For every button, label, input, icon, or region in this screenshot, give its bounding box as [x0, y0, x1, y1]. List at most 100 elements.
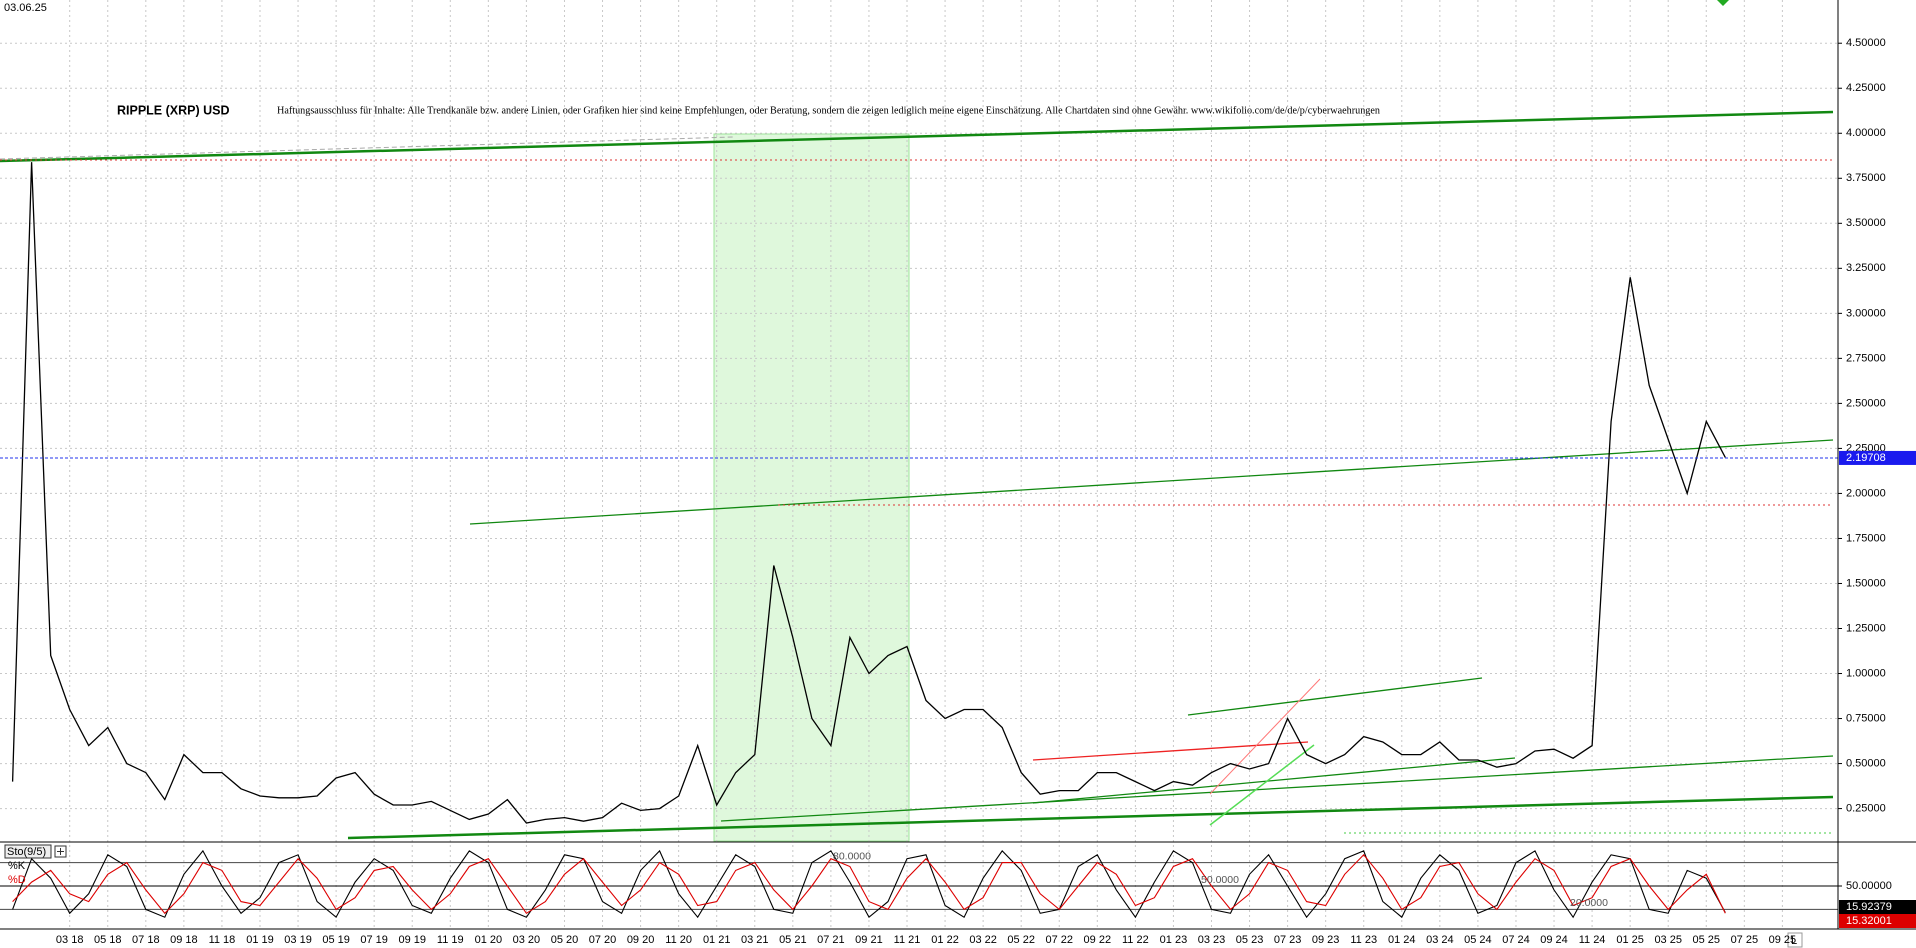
- x-tick-label: 09 24: [1540, 934, 1568, 946]
- legend-entry: %K: [8, 860, 26, 872]
- x-tick-label: 03 18: [56, 934, 84, 946]
- x-tick-label: 01 21: [703, 934, 731, 946]
- last-value-label: 15.92379: [1846, 901, 1892, 913]
- x-tick-label: 03 24: [1426, 934, 1454, 946]
- y-tick-label: 2.50000: [1846, 397, 1886, 409]
- y-tick-label: 1.50000: [1846, 577, 1886, 589]
- y-tick-label: 3.00000: [1846, 307, 1886, 319]
- x-tick-label: 05 24: [1464, 934, 1492, 946]
- x-tick-label: 09 23: [1312, 934, 1340, 946]
- y-tick-label: 1.75000: [1846, 532, 1886, 544]
- x-tick-label: 11 20: [665, 934, 692, 946]
- x-tick-label: 05 18: [94, 934, 122, 946]
- y-tick-label: 2.00000: [1846, 487, 1886, 499]
- x-tick-label: 05 22: [1007, 934, 1035, 946]
- x-tick-label: 03 23: [1198, 934, 1226, 946]
- y-tick-label: 0.25000: [1846, 802, 1886, 814]
- y-tick-label: 3.25000: [1846, 262, 1886, 274]
- stochastic-line: [12, 853, 1726, 915]
- trendline: [469, 439, 1834, 525]
- date-label: 03.06.25: [4, 2, 47, 14]
- x-tick-label: 03 20: [513, 934, 541, 946]
- x-tick-label: 07 24: [1502, 934, 1530, 946]
- x-tick-label: 11 19: [437, 934, 464, 946]
- x-tick-label: 07 19: [360, 934, 388, 946]
- trendline: [1032, 741, 1309, 761]
- trendline: [1209, 678, 1321, 795]
- stochastic-line: [12, 849, 1726, 919]
- x-tick-label: 09 21: [855, 934, 883, 946]
- y-tick-label: 3.75000: [1846, 172, 1886, 184]
- corner-label: L: [1791, 935, 1797, 947]
- disclaimer: Haftungsausschluss für Inhalte: Alle Tre…: [277, 105, 1380, 116]
- level-label: 20.0000: [1570, 897, 1608, 909]
- corner-box: [1787, 932, 1803, 948]
- marker-triangle: [1717, 0, 1729, 6]
- trendline: [1209, 744, 1315, 826]
- x-tick-label: 05 19: [322, 934, 350, 946]
- x-tick-label: 09 18: [170, 934, 198, 946]
- x-tick-label: 09 19: [398, 934, 426, 946]
- indicator-box: [4, 844, 52, 859]
- x-tick-label: 03 19: [284, 934, 312, 946]
- x-tick-label: 01 22: [931, 934, 959, 946]
- indicator-title: Sto(9/5): [7, 846, 46, 858]
- x-tick-label: 03 21: [741, 934, 769, 946]
- highlight-zone: [713, 133, 910, 842]
- last-price-label: 2.19708: [1846, 452, 1886, 464]
- x-tick-label: 05 20: [551, 934, 579, 946]
- y-tick-label: 2.75000: [1846, 352, 1886, 364]
- x-tick-label: 03 22: [969, 934, 997, 946]
- x-tick-label: 07 23: [1274, 934, 1302, 946]
- x-tick-label: 07 22: [1045, 934, 1073, 946]
- trendline: [0, 110, 1834, 163]
- price-line: [11, 162, 1726, 824]
- last-price-box: [1839, 450, 1916, 465]
- x-tick-label: 07 21: [817, 934, 845, 946]
- x-tick-label: 07 25: [1731, 934, 1759, 946]
- y-tick-label: 4.25000: [1846, 82, 1886, 94]
- trendline: [0, 136, 734, 160]
- x-tick-label: 11 23: [1350, 934, 1377, 946]
- y-tick-label: 3.50000: [1846, 217, 1886, 229]
- y-tick-label: 1.25000: [1846, 622, 1886, 634]
- level-label: 50.0000: [1201, 874, 1239, 886]
- y-tick-label: 1.00000: [1846, 667, 1886, 679]
- x-tick-label: 01 19: [246, 934, 274, 946]
- chart-title: RIPPLE (XRP) USD: [117, 103, 230, 117]
- y-tick-label: 4.00000: [1846, 127, 1886, 139]
- marks: [0, 162, 1838, 919]
- x-tick-label: 01 25: [1616, 934, 1644, 946]
- y-tick-label: 0.50000: [1846, 757, 1886, 769]
- grid: [0, 0, 1838, 929]
- x-tick-label: 01 23: [1160, 934, 1188, 946]
- x-tick-label: 05 25: [1693, 934, 1721, 946]
- plus-icon: [57, 848, 64, 855]
- x-tick-label: 05 21: [779, 934, 807, 946]
- last-value-box: [1839, 914, 1916, 928]
- x-tick-label: 07 18: [132, 934, 160, 946]
- x-tick-label: 01 24: [1388, 934, 1416, 946]
- x-tick-label: 11 22: [1122, 934, 1149, 946]
- x-tick-label: 09 25: [1769, 934, 1797, 946]
- trendline: [720, 755, 1834, 822]
- x-tick-label: 05 23: [1236, 934, 1264, 946]
- y-tick-label: 0.75000: [1846, 712, 1886, 724]
- x-tick-label: 09 22: [1084, 934, 1112, 946]
- legend-entry: %D: [8, 874, 26, 886]
- trendline: [1032, 757, 1516, 804]
- x-tick-label: 11 24: [1579, 934, 1606, 946]
- last-value-label: 15.32001: [1846, 915, 1892, 927]
- x-tick-label: 07 20: [589, 934, 617, 946]
- trendline: [347, 795, 1834, 840]
- last-value-box: [1839, 900, 1916, 914]
- x-tick-label: 03 25: [1654, 934, 1682, 946]
- x-tick-label: 09 20: [627, 934, 655, 946]
- x-tick-label: 11 18: [209, 934, 236, 946]
- trendlines: [0, 0, 1834, 840]
- level-label: 80.0000: [833, 850, 871, 862]
- y-tick-label: 4.50000: [1846, 37, 1886, 49]
